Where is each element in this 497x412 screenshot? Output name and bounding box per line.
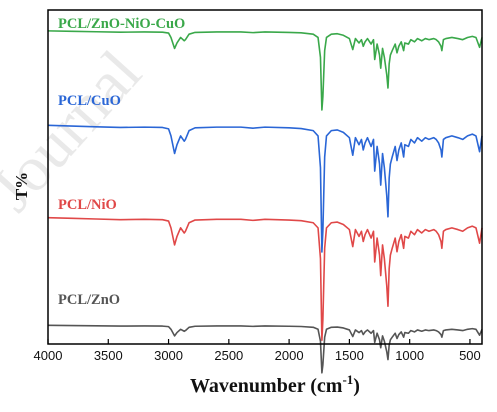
x-axis-label: Wavenumber (cm-1) bbox=[190, 372, 360, 397]
series-label-4: PCL/ZnO bbox=[58, 292, 120, 308]
x-tick-label: 2500 bbox=[214, 348, 243, 363]
x-axis-label-superscript: -1 bbox=[342, 372, 353, 387]
x-tick-label: 2000 bbox=[275, 348, 304, 363]
series-label-2: PCL/CuO bbox=[58, 93, 121, 109]
x-tick-label: 3000 bbox=[154, 348, 183, 363]
plot-frame bbox=[47, 9, 483, 345]
x-axis-label-close: ) bbox=[353, 375, 360, 397]
series-line-1 bbox=[47, 30, 483, 111]
x-tick-label: 500 bbox=[459, 348, 481, 363]
x-tick-layer: 4000 3500 3000 2500 2000 1500 1000 500 bbox=[34, 339, 481, 363]
x-tick-label: 4000 bbox=[34, 348, 63, 363]
series-line-2 bbox=[47, 124, 483, 253]
x-tick-label: 1000 bbox=[395, 348, 424, 363]
x-tick-label: 1500 bbox=[335, 348, 364, 363]
y-axis-label: T% bbox=[12, 172, 31, 200]
series-line-4 bbox=[47, 324, 483, 374]
x-tick-label: 3500 bbox=[94, 348, 123, 363]
series-label-1: PCL/ZnO-NiO-CuO bbox=[58, 16, 185, 32]
series-line-3 bbox=[47, 216, 483, 342]
x-axis-label-main: Wavenumber (cm bbox=[190, 375, 343, 397]
series-label-layer: PCL/ZnO-NiO-CuO PCL/CuO PCL/NiO PCL/ZnO bbox=[58, 16, 185, 308]
series-label-3: PCL/NiO bbox=[58, 197, 117, 213]
series-layer bbox=[47, 30, 483, 374]
